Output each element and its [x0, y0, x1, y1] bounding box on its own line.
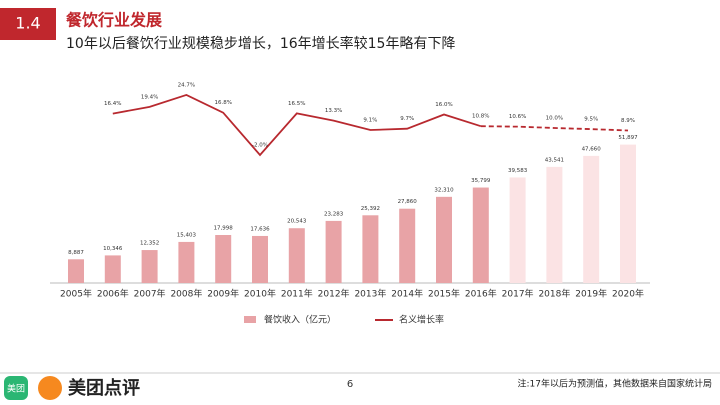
data-label: 10.8% [472, 114, 489, 120]
page-number: 6 [347, 379, 353, 390]
data-label: 16.8% [214, 100, 231, 106]
x-tick-label: 2012年 [318, 288, 350, 300]
bar [252, 235, 268, 283]
x-tick-label: 2019年 [575, 288, 607, 300]
bar [583, 155, 600, 283]
data-label: 13.3% [325, 108, 342, 114]
data-label: 25,392 [361, 206, 380, 212]
bar [178, 241, 195, 283]
bar [362, 215, 379, 283]
x-tick-label: 2018年 [538, 288, 570, 300]
data-label: 39,583 [508, 168, 528, 174]
x-tick-label: 2017年 [502, 288, 534, 300]
data-label: 17,998 [214, 226, 234, 232]
x-tick-label: 2007年 [134, 288, 166, 300]
logo-icon-text: 美团 [7, 383, 25, 395]
x-tick-label: 2008年 [170, 288, 202, 300]
x-tick-label: 2015年 [428, 288, 460, 300]
data-label: 51,897 [618, 135, 638, 141]
x-tick-label: 2005年 [60, 288, 92, 300]
data-label: 32,310 [434, 187, 454, 193]
logo-mark [38, 376, 62, 400]
bar [68, 259, 84, 283]
section-number: 1.4 [15, 14, 40, 33]
data-label: 9.5% [584, 117, 598, 123]
bar [104, 255, 121, 283]
data-label: 16.0% [435, 102, 452, 108]
data-label: 43,541 [545, 157, 564, 163]
slide-title: 餐饮行业发展 [65, 11, 163, 30]
data-label: 16.4% [104, 101, 121, 107]
slide-subtitle: 10年以后餐饮行业规模稳步增长，16年增长率较15年略有下降 [66, 35, 455, 52]
bar [399, 208, 416, 283]
data-label: 9.1% [363, 118, 377, 124]
data-label: 24.7% [178, 82, 195, 88]
data-label: 10.0% [546, 116, 563, 122]
x-tick-label: 2013年 [354, 288, 386, 300]
x-tick-label: 2014年 [391, 288, 423, 300]
bar [620, 144, 636, 283]
data-label: 19.4% [141, 94, 158, 100]
bar [141, 250, 158, 283]
data-label: 8,887 [68, 250, 84, 256]
x-tick-label: 2020年 [612, 288, 644, 300]
bar [288, 228, 305, 283]
data-label: 27,860 [398, 199, 418, 205]
bar [472, 187, 489, 283]
x-tick-label: 2009年 [207, 288, 239, 300]
bar [509, 177, 526, 283]
data-label: 47,660 [582, 146, 602, 152]
footnote: 注:17年以后为预测值，其他数据来自国家统计局 [518, 378, 713, 390]
x-tick-label: 2010年 [244, 288, 276, 300]
data-label: 35,799 [471, 178, 491, 184]
legend-swatch [244, 316, 256, 323]
x-tick-label: 2011年 [281, 288, 313, 300]
data-label: 15,403 [177, 232, 197, 238]
bar [325, 220, 342, 283]
line [112, 93, 482, 157]
legend-label: 餐饮收入（亿元） [264, 314, 336, 326]
x-tick-label: 2016年 [465, 288, 497, 300]
data-label: 9.7% [400, 116, 414, 122]
data-label: 20,543 [287, 219, 307, 225]
data-label: 8.9% [621, 118, 635, 124]
logo-text: 美团点评 [68, 377, 140, 399]
data-label: 23,283 [324, 211, 344, 217]
data-label: 10.6% [509, 114, 526, 120]
logo-icon [4, 376, 28, 400]
legend-label: 名义增长率 [399, 314, 444, 326]
data-label: 17,636 [250, 226, 270, 232]
bar [436, 196, 452, 283]
bar [546, 166, 563, 283]
data-label: -2.0% [252, 143, 268, 149]
line-forecast [480, 125, 629, 132]
data-label: 12,352 [140, 241, 159, 247]
data-label: 10,346 [103, 246, 123, 252]
data-label: 16.5% [288, 101, 305, 107]
bar [215, 235, 232, 283]
section-box [0, 8, 56, 40]
x-tick-label: 2006年 [97, 288, 129, 300]
